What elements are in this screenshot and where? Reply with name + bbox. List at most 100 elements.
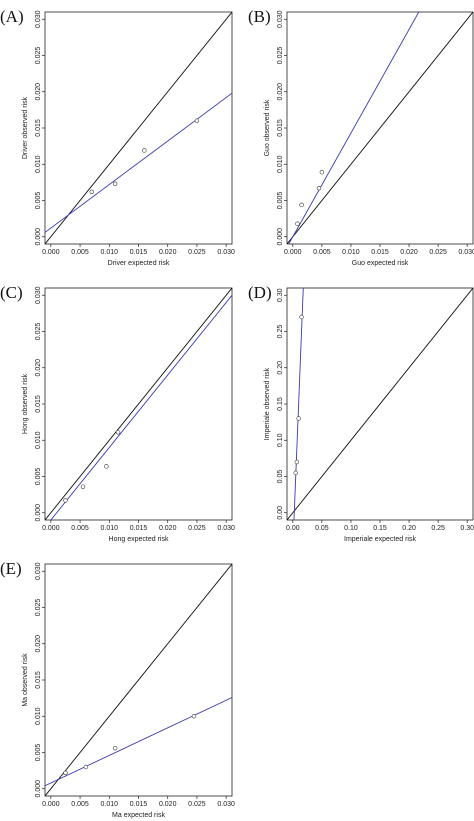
- fit-line: [45, 92, 232, 233]
- identity-line: [45, 12, 232, 244]
- y-tick-label: 0.00: [277, 506, 284, 520]
- y-tick-label: 0.20: [277, 361, 284, 375]
- x-axis-title: Imperiale expected risk: [344, 536, 416, 543]
- x-tick-label: 0.010: [101, 249, 119, 256]
- y-tick-label: 0.30: [277, 288, 284, 302]
- y-tick-label: 0.005: [35, 468, 42, 486]
- panel-4: (D) 0.00 0.05 0.10 0.15 0.20 0.25 0.30 0.00 0.05 0…: [248, 283, 474, 543]
- x-tick-label: 0.005: [71, 801, 89, 808]
- y-tick-label: 0.030: [35, 562, 42, 580]
- data-point: [89, 189, 94, 195]
- x-tick-label: 0.030: [217, 249, 235, 256]
- x-tick-label: 0.025: [188, 801, 206, 808]
- y-axis-title: Ma observed risk: [22, 653, 29, 707]
- x-tick-label: 0.010: [342, 249, 360, 256]
- fit-line: [50, 294, 232, 520]
- x-tick-label: 0.005: [71, 525, 89, 532]
- x-tick-label: 0.015: [130, 525, 148, 532]
- x-tick-label: 0.30: [460, 525, 474, 532]
- y-tick-label: 0.000: [277, 228, 284, 246]
- y-tick-label: 0.025: [35, 599, 42, 617]
- y-tick-label: 0.025: [35, 47, 42, 65]
- x-tick-label: 0.00: [286, 525, 300, 532]
- x-tick-label: 0.025: [188, 525, 206, 532]
- x-tick-label: 0.020: [159, 249, 177, 256]
- y-tick-label: 0.020: [277, 83, 284, 101]
- panel-2: (B) 0.000 0.005 0.010 0.015 0.020 0.025 0.030 0.…: [248, 7, 474, 267]
- y-tick-label: 0.010: [35, 431, 42, 449]
- data-point: [319, 170, 325, 175]
- x-tick-label: 0.005: [71, 249, 89, 256]
- y-tick-label: 0.010: [35, 707, 42, 725]
- x-tick-label: 0.020: [400, 249, 418, 256]
- y-tick-label: 0.020: [35, 635, 42, 653]
- data-point: [112, 181, 118, 187]
- y-tick-label: 0.030: [35, 286, 42, 304]
- x-axis-title: Guo expected risk: [352, 260, 409, 267]
- x-tick-label: 0.020: [159, 801, 177, 808]
- y-tick-label: 0.005: [35, 744, 42, 762]
- identity-line: [45, 564, 232, 796]
- data-point: [294, 459, 300, 465]
- y-tick-label: 0.005: [277, 192, 284, 210]
- panel-3: (C) 0.000 0.005 0.010 0.015 0.020 0.025 0.030 0.…: [0, 283, 235, 543]
- y-tick-label: 0.020: [35, 359, 42, 377]
- data-point: [142, 148, 147, 153]
- x-tick-label: 0.05: [315, 525, 329, 532]
- data-point: [316, 185, 322, 191]
- y-tick-label: 0.020: [35, 83, 42, 101]
- data-point: [295, 221, 300, 226]
- data-point: [115, 430, 121, 435]
- panel-letter: (A): [0, 7, 24, 26]
- y-tick-label: 0.000: [35, 504, 42, 522]
- panel-letter: (B): [248, 7, 271, 26]
- x-tick-label: 0.015: [130, 801, 148, 808]
- x-tick-label: 0.005: [313, 249, 331, 256]
- y-tick-label: 0.05: [277, 470, 284, 484]
- panel-1: (A) 0.000 0.005 0.010 0.015 0.020 0.025 0.030 0.…: [0, 7, 235, 267]
- data-point: [80, 484, 86, 489]
- x-axis-title: Hong expected risk: [109, 536, 169, 543]
- x-tick-label: 0.000: [42, 801, 60, 808]
- x-tick-label: 0.015: [130, 249, 148, 256]
- x-tick-label: 0.025: [429, 249, 447, 256]
- x-tick-label: 0.030: [217, 525, 235, 532]
- x-tick-label: 0.000: [42, 525, 60, 532]
- x-tick-label: 0.020: [159, 525, 177, 532]
- data-point: [63, 498, 68, 503]
- y-tick-label: 0.015: [35, 119, 42, 137]
- x-tick-label: 0.20: [402, 525, 416, 532]
- y-tick-label: 0.15: [277, 397, 284, 411]
- x-tick-label: 0.025: [188, 249, 206, 256]
- data-point: [194, 118, 200, 123]
- y-axis-title: Guo observed risk: [264, 99, 271, 156]
- y-tick-label: 0.015: [35, 671, 42, 689]
- data-point: [191, 714, 197, 719]
- data-point: [83, 764, 89, 770]
- x-tick-label: 0.010: [101, 801, 119, 808]
- y-tick-label: 0.025: [35, 323, 42, 341]
- panel-letter: (C): [0, 283, 23, 302]
- identity-line: [287, 288, 473, 520]
- y-tick-label: 0.025: [277, 47, 284, 65]
- x-tick-label: 0.015: [371, 249, 389, 256]
- y-tick-label: 0.000: [35, 780, 42, 798]
- y-axis-title: Driver observed risk: [22, 96, 29, 159]
- data-point: [299, 202, 304, 208]
- y-tick-label: 0.005: [35, 192, 42, 210]
- x-tick-label: 0.030: [217, 801, 235, 808]
- y-tick-label: 0.010: [35, 155, 42, 173]
- x-tick-label: 0.010: [101, 525, 119, 532]
- x-tick-label: 0.15: [373, 525, 387, 532]
- x-tick-label: 0.000: [42, 249, 60, 256]
- y-tick-label: 0.015: [277, 119, 284, 137]
- y-axis-title: Imperiale observed risk: [264, 367, 271, 440]
- data-point: [299, 314, 304, 320]
- identity-line: [287, 12, 473, 244]
- fit-line: [45, 697, 232, 787]
- y-axis-title: Hong observed risk: [22, 373, 29, 434]
- panel-letter: (E): [0, 559, 22, 578]
- y-tick-label: 0.000: [35, 228, 42, 246]
- y-tick-label: 0.25: [277, 325, 284, 339]
